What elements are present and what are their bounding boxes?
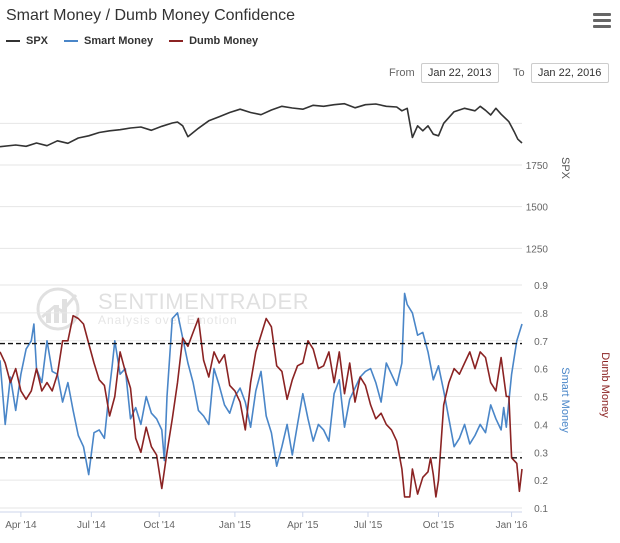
legend-swatch-dumb-money xyxy=(169,40,184,42)
series-line-smart-money xyxy=(0,292,523,476)
sentiment-tick-label: 0.3 xyxy=(534,448,548,459)
legend-label-dumb-money: Dumb Money xyxy=(189,35,259,47)
legend-label-smart-money: Smart Money xyxy=(84,35,154,47)
range-from-label: From xyxy=(389,67,415,79)
range-to: To xyxy=(513,62,609,84)
chart-title: Smart Money / Dumb Money Confidence xyxy=(6,7,296,24)
x-tick-label: Jan '15 xyxy=(219,520,251,531)
watermark: SENTIMENTRADER Analysis over Emotion xyxy=(32,287,309,331)
legend-swatch-smart-money xyxy=(64,40,79,42)
series-line-spx xyxy=(0,102,523,148)
legend-label-spx: SPX xyxy=(26,35,49,47)
range-to-input[interactable] xyxy=(530,63,609,83)
x-tick-label: Apr '14 xyxy=(5,520,37,531)
legend-swatch-spx xyxy=(6,40,20,42)
smart-money-axis-title: Smart Money xyxy=(559,367,571,433)
range-from-input[interactable] xyxy=(420,63,499,83)
hamburger-menu-icon[interactable] xyxy=(593,13,611,29)
legend-item-spx[interactable]: SPX xyxy=(6,33,48,49)
sentiment-tick-label: 0.9 xyxy=(534,281,548,292)
watermark-name: SENTIMENTRADER xyxy=(98,289,310,314)
sentiment-tick-label: 0.8 xyxy=(534,309,548,320)
spx-tick-label: 1750 xyxy=(526,161,549,172)
x-tick-label: Jul '14 xyxy=(77,520,106,531)
legend-item-smart-money[interactable]: Smart Money xyxy=(64,33,153,49)
range-from: From xyxy=(389,62,499,84)
x-tick-label: Oct '15 xyxy=(423,520,455,531)
range-to-label: To xyxy=(513,67,525,79)
x-tick-label: Jan '16 xyxy=(496,520,528,531)
sentiment-tick-label: 0.2 xyxy=(534,476,548,487)
spx-tick-label: 1250 xyxy=(526,244,549,255)
dumb-money-axis-title: Dumb Money xyxy=(599,352,611,418)
spx-tick-label: 1500 xyxy=(526,203,549,214)
x-tick-label: Apr '15 xyxy=(287,520,319,531)
sentiment-tick-label: 0.5 xyxy=(534,393,548,404)
sentiment-tick-label: 0.4 xyxy=(534,420,548,431)
legend-item-dumb-money[interactable]: Dumb Money xyxy=(169,33,258,49)
sentiment-tick-label: 0.1 xyxy=(534,504,548,515)
spx-axis-title: SPX xyxy=(559,157,571,180)
x-tick-label: Jul '15 xyxy=(354,520,383,531)
series-line-dumb-money xyxy=(0,314,523,498)
x-tick-label: Oct '14 xyxy=(144,520,176,531)
bar-chart-logo-icon xyxy=(36,287,80,331)
watermark-tagline: Analysis over Emotion xyxy=(98,313,238,327)
sentiment-tick-label: 0.7 xyxy=(534,337,548,348)
sentiment-tick-label: 0.6 xyxy=(534,365,548,376)
legend: SPX Smart Money Dumb Money xyxy=(6,33,258,49)
